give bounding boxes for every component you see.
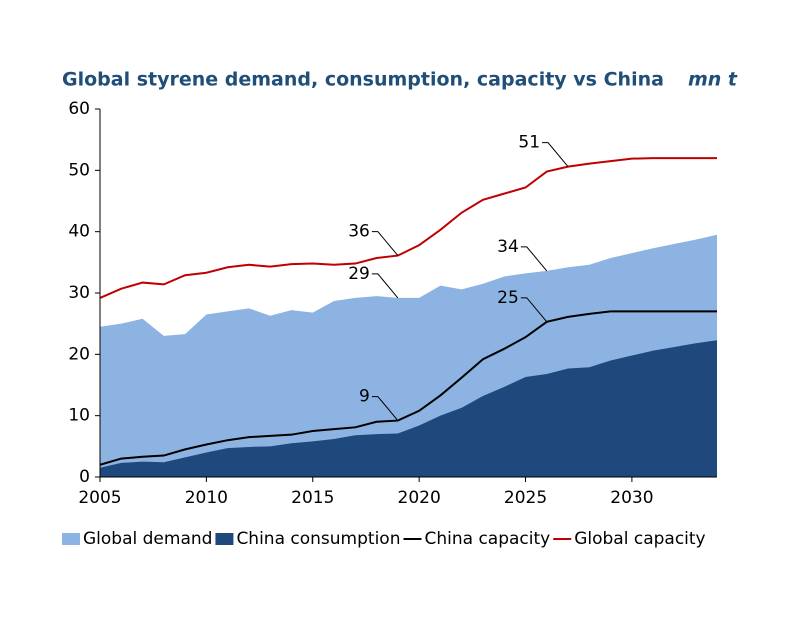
- leader-line: [520, 246, 548, 272]
- y-tick-label: 20: [68, 344, 90, 364]
- x-tick-label: 2020: [398, 488, 441, 508]
- legend-swatch: [215, 533, 234, 545]
- line: [99, 310, 717, 466]
- x-tick-label: 2030: [610, 488, 653, 508]
- area: [100, 340, 717, 477]
- legend-label: China consumption: [236, 529, 400, 549]
- legend-label: China capacity: [424, 529, 550, 549]
- y-tick-label: 10: [68, 406, 90, 426]
- data-label: 36: [348, 222, 370, 242]
- legend-swatch: [62, 533, 80, 545]
- x-tick-label: 2005: [78, 488, 121, 508]
- y-tick-label: 60: [68, 99, 90, 119]
- legend-label: Global demand: [83, 529, 212, 549]
- data-label: 25: [497, 288, 519, 308]
- y-tick-label: 30: [68, 283, 90, 303]
- line: [99, 157, 717, 299]
- leader-line: [371, 396, 399, 421]
- legend-label: Global capacity: [574, 529, 705, 549]
- x-tick-label: 2025: [504, 488, 547, 508]
- data-label: 51: [518, 133, 540, 153]
- data-label: 9: [359, 387, 370, 407]
- leader-line: [520, 297, 548, 323]
- leader-line: [542, 142, 569, 167]
- y-tick-label: 0: [79, 467, 90, 487]
- y-tick-label: 50: [68, 160, 90, 180]
- y-tick-label: 40: [68, 222, 90, 242]
- x-tick-label: 2015: [291, 488, 334, 508]
- leader-line: [371, 231, 399, 256]
- chart-title: Global styrene demand, consumption, capa…: [62, 69, 664, 91]
- data-label: 34: [497, 237, 519, 257]
- leader-line: [371, 273, 399, 299]
- unit-label: mn t: [688, 69, 738, 91]
- data-label: 29: [348, 264, 370, 284]
- x-tick-label: 2010: [185, 488, 228, 508]
